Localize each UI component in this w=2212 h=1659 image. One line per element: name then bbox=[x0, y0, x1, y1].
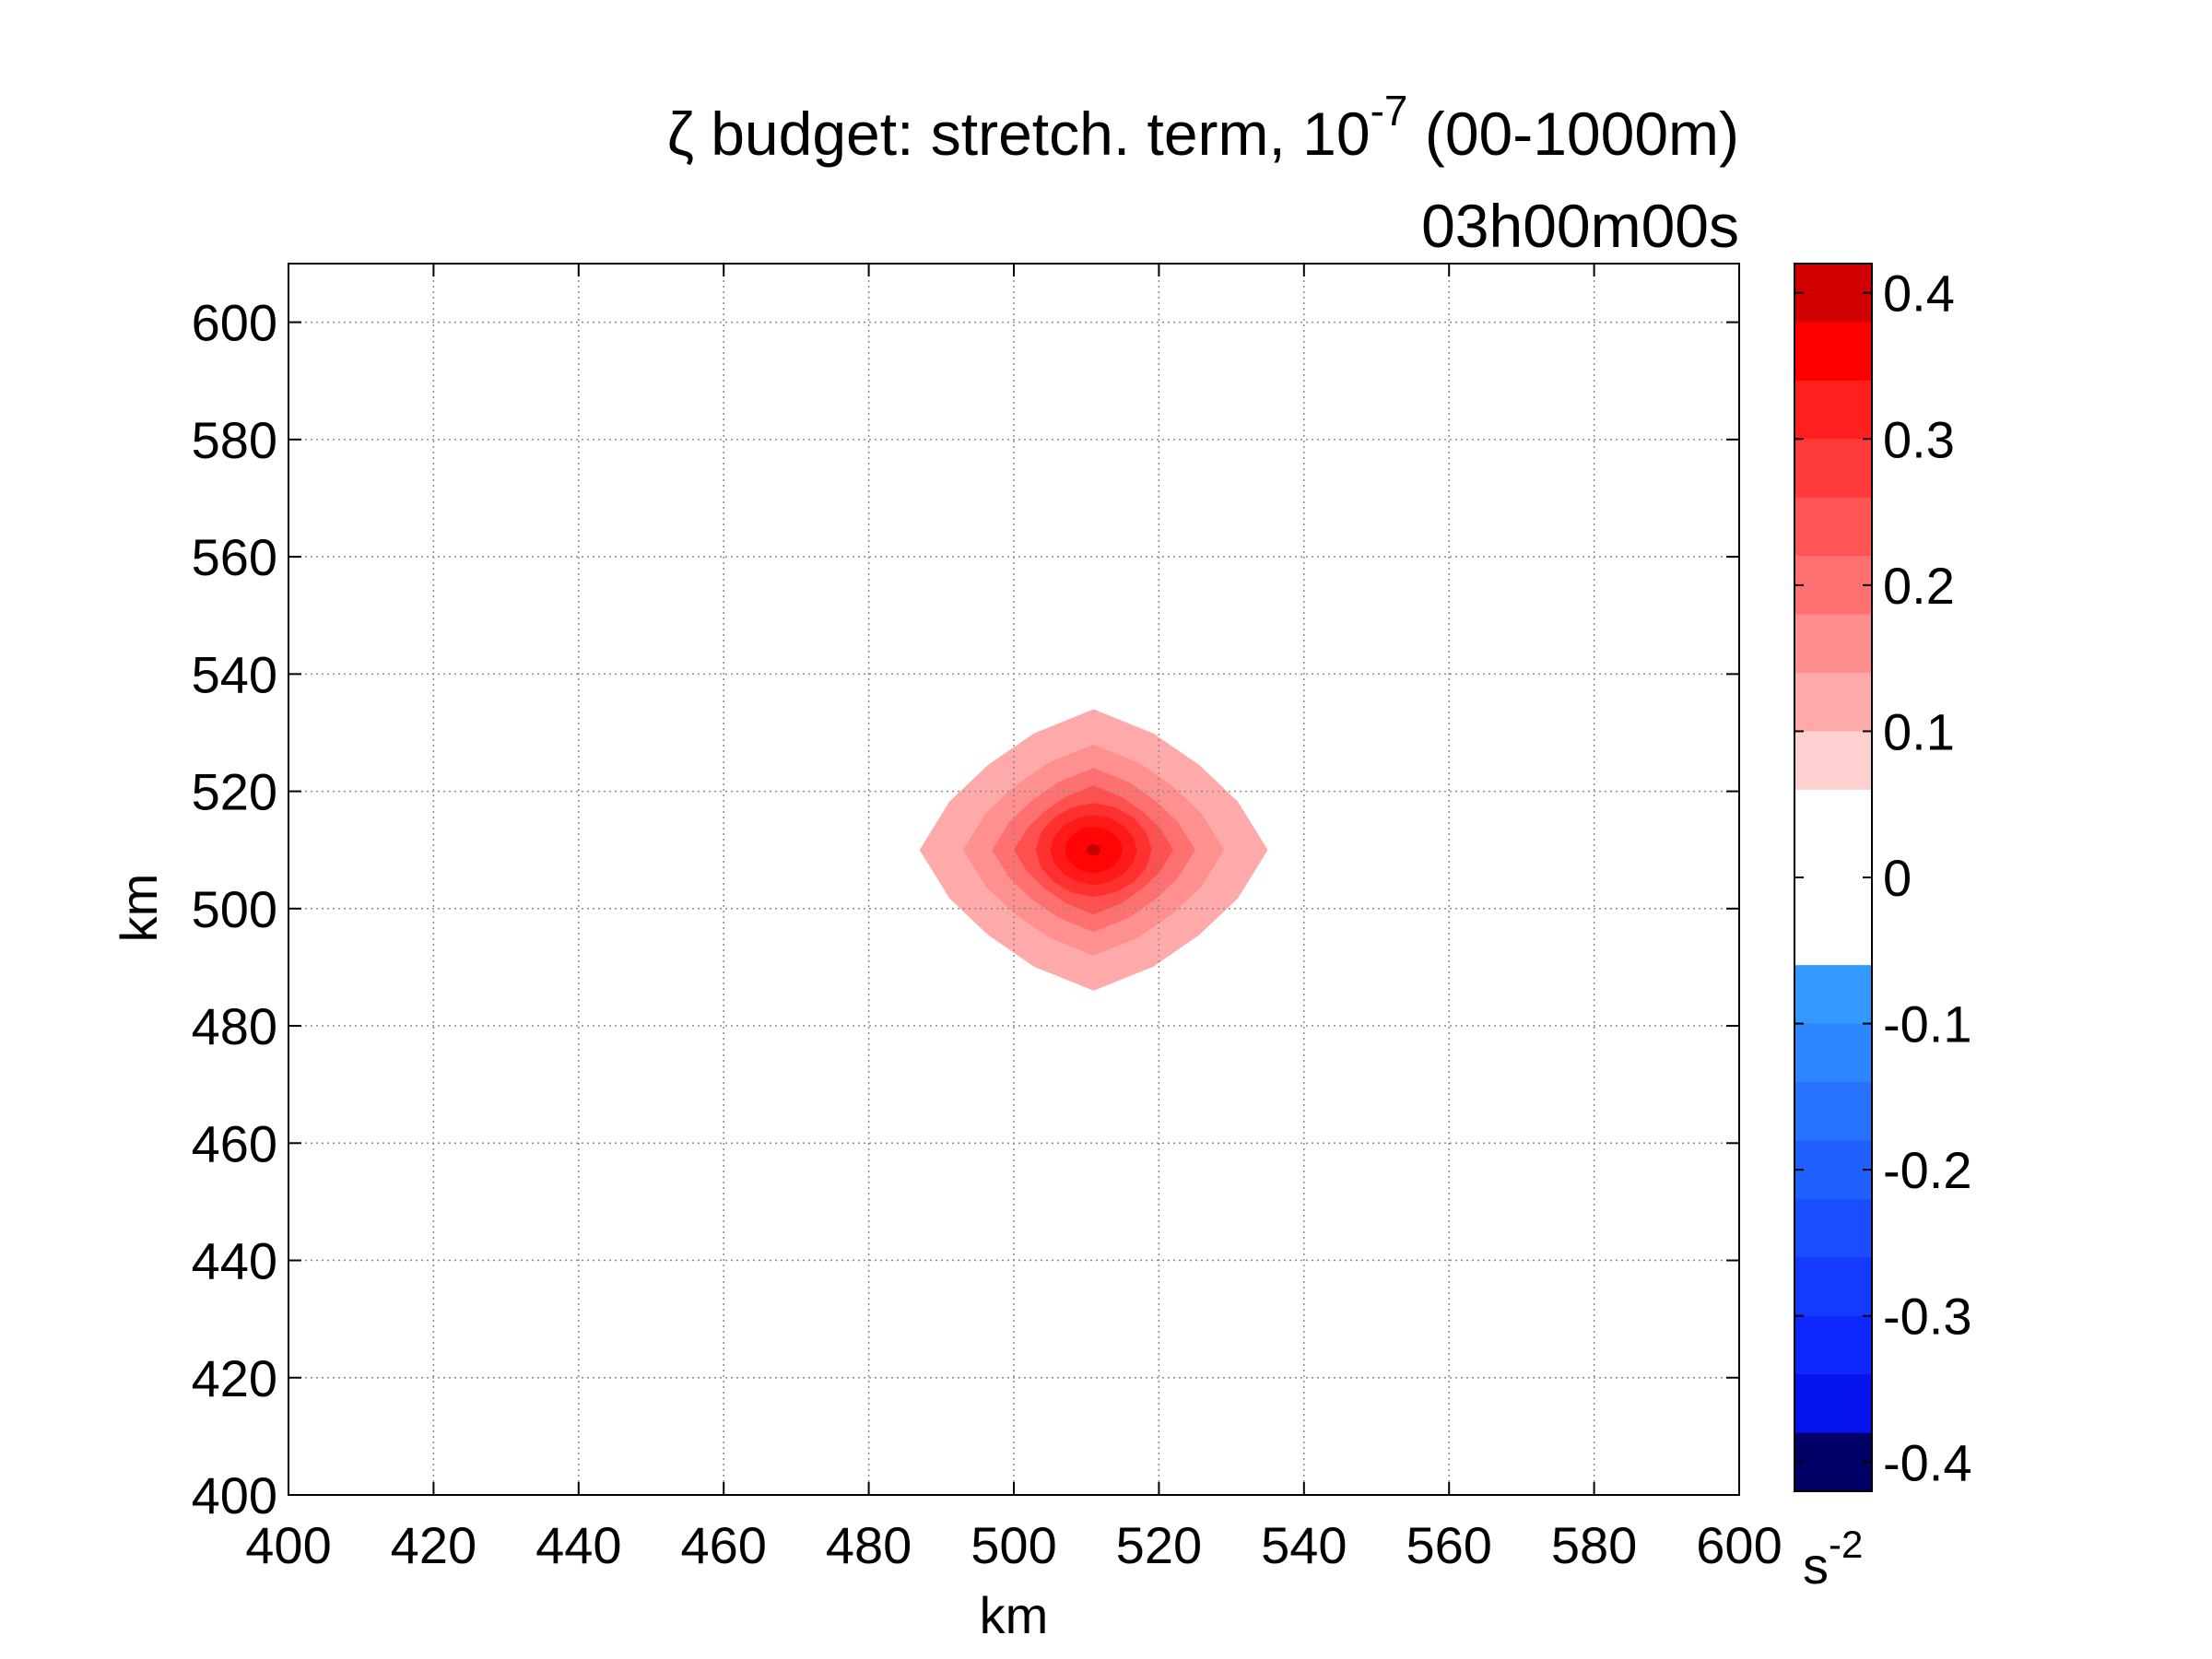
y-tick-label: 500 bbox=[192, 880, 277, 938]
colorbar-unit: s-2 bbox=[1803, 1523, 1863, 1594]
title-suffix: (00-1000m) bbox=[1408, 100, 1740, 168]
x-tick-label: 420 bbox=[391, 1516, 477, 1574]
x-tick-label: 500 bbox=[971, 1516, 1056, 1574]
colorbar-tick-label: 0.1 bbox=[1883, 702, 1955, 760]
grid-lines bbox=[288, 264, 1739, 1495]
x-tick-label: 580 bbox=[1551, 1516, 1637, 1574]
x-tick-label: 520 bbox=[1116, 1516, 1202, 1574]
colorbar-level bbox=[1794, 264, 1872, 324]
colorbar-level bbox=[1794, 1257, 1872, 1317]
colorbar-unit-exponent: -2 bbox=[1829, 1523, 1863, 1566]
title-zeta-symbol: ζ bbox=[667, 100, 694, 168]
chart-title: ζ budget: stretch. term, 10-7 (00-1000m) bbox=[667, 87, 1739, 168]
y-tick-label: 520 bbox=[192, 763, 277, 821]
colorbar-level bbox=[1794, 1432, 1872, 1492]
colorbar-tick-label: -0.3 bbox=[1883, 1288, 1972, 1346]
colorbar-level bbox=[1794, 556, 1872, 616]
colorbar-level bbox=[1794, 497, 1872, 557]
x-axis-label: km bbox=[980, 1586, 1049, 1644]
colorbar-level bbox=[1794, 1198, 1872, 1258]
x-tick-label: 480 bbox=[826, 1516, 912, 1574]
x-tick-label: 460 bbox=[680, 1516, 766, 1574]
colorbar-tick-label: 0.2 bbox=[1883, 557, 1955, 615]
colorbar-level bbox=[1794, 1374, 1872, 1434]
colorbar-level bbox=[1794, 789, 1872, 966]
colorbar-level bbox=[1794, 439, 1872, 499]
colorbar-tick-label: 0.3 bbox=[1883, 410, 1955, 468]
y-tick-label: 420 bbox=[192, 1349, 277, 1407]
colorbar-tick-label: -0.1 bbox=[1883, 995, 1972, 1053]
y-axis-ticks: 400 420 440 460 480 500 520 540 560 580 600 bbox=[192, 294, 1739, 1524]
colorbar-level bbox=[1794, 380, 1872, 440]
colorbar-levels bbox=[1794, 264, 1872, 1492]
title-exponent: -7 bbox=[1371, 87, 1408, 135]
colorbar-tick-label: 0 bbox=[1883, 849, 1912, 907]
x-tick-label: 600 bbox=[1696, 1516, 1782, 1574]
x-axis-ticks: 400 420 440 460 480 500 520 540 560 580 600 bbox=[245, 264, 1783, 1574]
colorbar-tick-label: -0.4 bbox=[1883, 1433, 1972, 1491]
plot-area: 400 420 440 460 480 500 520 540 560 580 600 400 420… bbox=[192, 263, 1783, 1574]
y-tick-label: 580 bbox=[192, 411, 277, 469]
colorbar-level bbox=[1794, 1140, 1872, 1200]
y-tick-label: 400 bbox=[192, 1466, 277, 1524]
contour-level-0.38 bbox=[1086, 843, 1101, 856]
y-tick-label: 460 bbox=[192, 1114, 277, 1172]
contour-fill-group bbox=[919, 709, 1268, 991]
colorbar-ticks: 0.4 0.3 0.2 0.1 0 -0.1 -0.2 -0.3 -0.4 bbox=[1794, 265, 1972, 1491]
colorbar: 0.4 0.3 0.2 0.1 0 -0.1 -0.2 -0.3 -0.4 s-2 bbox=[1794, 263, 1972, 1594]
y-tick-label: 560 bbox=[192, 528, 277, 586]
y-tick-label: 440 bbox=[192, 1232, 277, 1290]
x-tick-label: 440 bbox=[535, 1516, 621, 1574]
x-tick-label: 560 bbox=[1406, 1516, 1491, 1574]
y-tick-label: 600 bbox=[192, 294, 277, 352]
colorbar-level bbox=[1794, 1315, 1872, 1375]
x-tick-label: 540 bbox=[1261, 1516, 1347, 1574]
colorbar-tick-label: -0.2 bbox=[1883, 1141, 1972, 1199]
colorbar-level bbox=[1794, 322, 1872, 382]
y-tick-label: 540 bbox=[192, 645, 277, 703]
x-tick-label: 400 bbox=[245, 1516, 331, 1574]
chart-subtitle: 03h00m00s bbox=[1421, 192, 1739, 260]
colorbar-level bbox=[1794, 731, 1872, 791]
y-tick-label: 480 bbox=[192, 997, 277, 1055]
colorbar-level bbox=[1794, 1082, 1872, 1142]
colorbar-tick-label: 0.4 bbox=[1883, 265, 1955, 323]
colorbar-unit-base: s bbox=[1803, 1536, 1829, 1594]
colorbar-level bbox=[1794, 614, 1872, 674]
y-axis-label: km bbox=[110, 874, 168, 943]
colorbar-level bbox=[1794, 965, 1872, 1025]
title-main-text: budget: stretch. term, 10 bbox=[694, 100, 1371, 168]
colorbar-level bbox=[1794, 673, 1872, 733]
colorbar-level bbox=[1794, 1023, 1872, 1083]
